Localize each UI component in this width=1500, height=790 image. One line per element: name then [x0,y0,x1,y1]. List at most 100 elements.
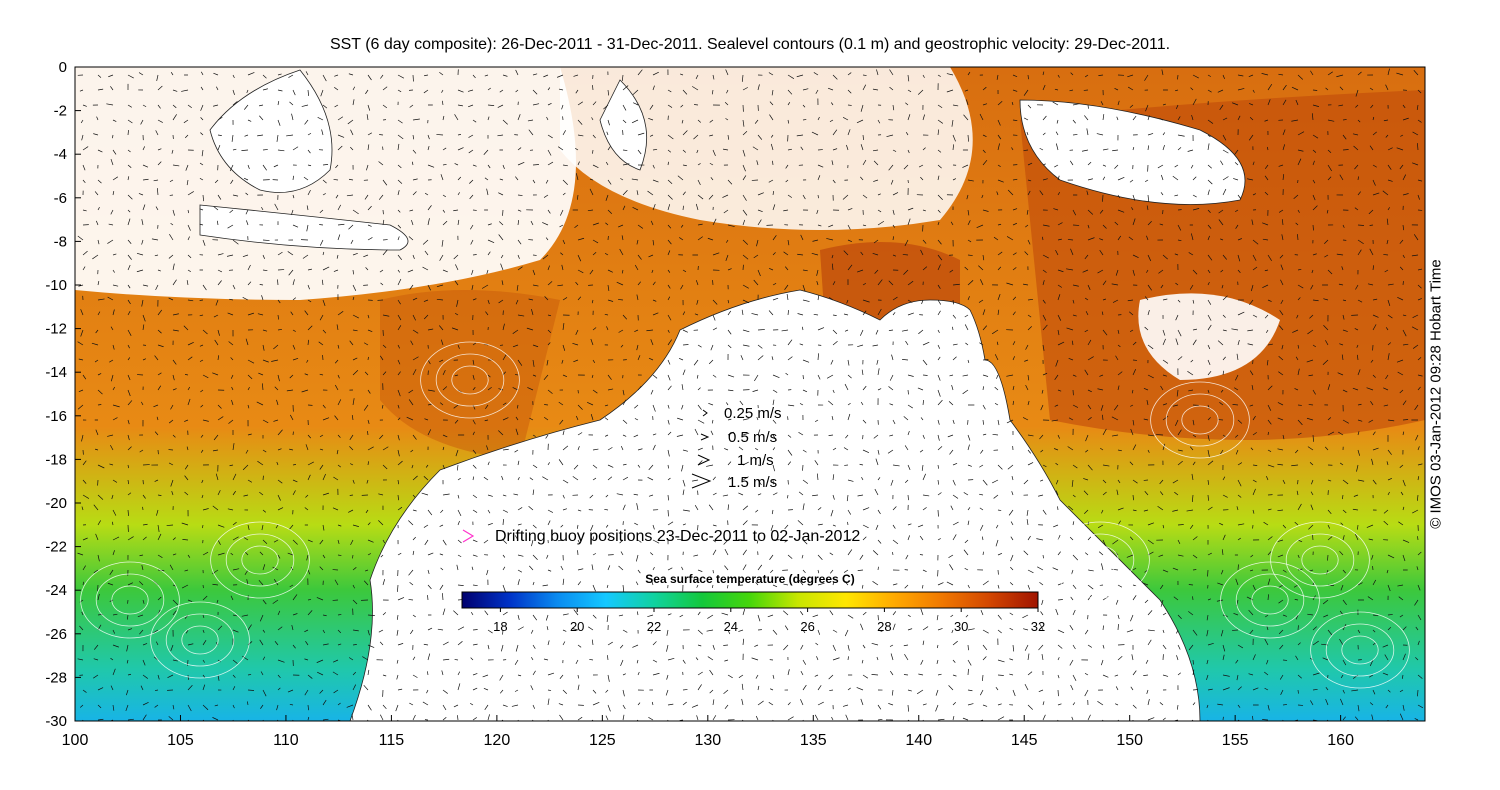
velocity-arrow [472,476,475,481]
velocity-arrow [798,491,804,496]
velocity-arrow [547,87,551,91]
velocity-arrow [741,74,744,82]
velocity-legend-entry: 1 m/s [697,452,774,469]
velocity-arrow [501,280,504,286]
velocity-arrow [547,265,550,271]
velocity-arrow [802,269,808,272]
velocity-arrow [800,611,804,616]
velocity-arrow [1327,554,1329,561]
velocity-arrow [1008,509,1014,516]
velocity-arrow [304,310,309,316]
velocity-arrow [667,449,670,457]
velocity-arrow [1190,359,1194,363]
velocity-arrow [532,374,537,377]
velocity-arrow [1162,629,1165,633]
velocity-arrow [1086,128,1089,136]
velocity-arrow [454,163,459,166]
velocity-arrow [112,309,115,316]
velocity-arrow [427,389,435,392]
velocity-arrow [679,614,684,618]
velocity-arrow [1311,479,1314,485]
velocity-arrow [607,374,612,380]
velocity-arrow [397,688,403,691]
velocity-arrow [847,687,851,691]
velocity-arrow [1024,359,1029,362]
velocity-arrow [946,73,954,76]
velocity-arrow [1192,434,1197,438]
velocity-arrow [427,134,430,140]
velocity-arrow [742,329,750,333]
velocity-arrow [470,224,474,230]
velocity-arrow [574,224,579,229]
velocity-arrow [727,268,732,271]
velocity-arrow [964,266,969,271]
velocity-arrow [769,554,774,560]
velocity-arrow [187,554,191,558]
velocity-arrow [967,134,969,142]
velocity-arrow [112,119,117,122]
velocity-arrow [757,700,764,706]
velocity-arrow [1402,431,1405,436]
velocity-arrow [712,327,718,331]
velocity-arrow [647,190,654,196]
velocity-arrow [247,701,249,706]
velocity-arrow [542,254,549,260]
velocity-arrow [412,191,417,196]
velocity-arrow [952,144,954,151]
velocity-arrow [547,134,553,139]
velocity-arrow [367,132,372,136]
velocity-arrow [232,490,236,496]
velocity-arrow [442,641,449,646]
velocity-arrow [1267,536,1273,541]
velocity-arrow [363,580,369,586]
velocity-arrow [232,194,239,197]
velocity-arrow [1325,340,1329,346]
velocity-arrow [994,386,999,391]
velocity-arrow [1156,434,1164,436]
velocity-arrow [847,479,854,482]
velocity-arrow [1084,673,1089,676]
velocity-arrow [352,629,359,632]
velocity-arrow [802,88,809,91]
velocity-arrow [363,684,369,691]
velocity-arrow [1161,174,1164,181]
velocity-arrow [292,344,296,350]
velocity-arrow [757,429,761,436]
velocity-arrow [784,524,789,530]
y-tick-label: -14 [45,364,67,381]
velocity-arrow [231,386,234,391]
velocity-arrow [397,597,405,601]
velocity-arrow [1022,614,1029,619]
velocity-arrow [1128,236,1134,241]
velocity-arrow [1385,327,1389,331]
velocity-arrow [423,643,429,646]
velocity-arrow [787,494,789,499]
velocity-arrow [97,404,102,406]
velocity-arrow [919,449,924,453]
velocity-arrow [948,401,954,406]
velocity-arrow [424,418,429,421]
velocity-arrow [636,611,639,616]
velocity-arrow [442,717,447,721]
velocity-arrow [397,449,400,457]
velocity-arrow [1117,507,1124,511]
velocity-arrow [847,239,853,243]
velocity-arrow [1072,119,1076,124]
velocity-arrow [652,539,660,544]
velocity-arrow [229,209,234,214]
velocity-arrow [350,239,354,244]
velocity-arrow [636,190,639,196]
velocity-arrow [1159,491,1164,496]
velocity-arrow [1207,254,1213,261]
x-tick-label: 150 [1116,732,1143,749]
velocity-arrow [1157,505,1164,511]
velocity-arrow [1057,191,1061,196]
velocity-arrow [487,116,490,121]
velocity-arrow [1355,104,1359,108]
velocity-arrow [1057,269,1064,273]
velocity-arrow [1012,74,1018,78]
velocity-arrow [1369,659,1374,667]
velocity-arrow [322,164,329,166]
velocity-arrow [1160,192,1164,196]
velocity-arrow [1372,192,1380,196]
